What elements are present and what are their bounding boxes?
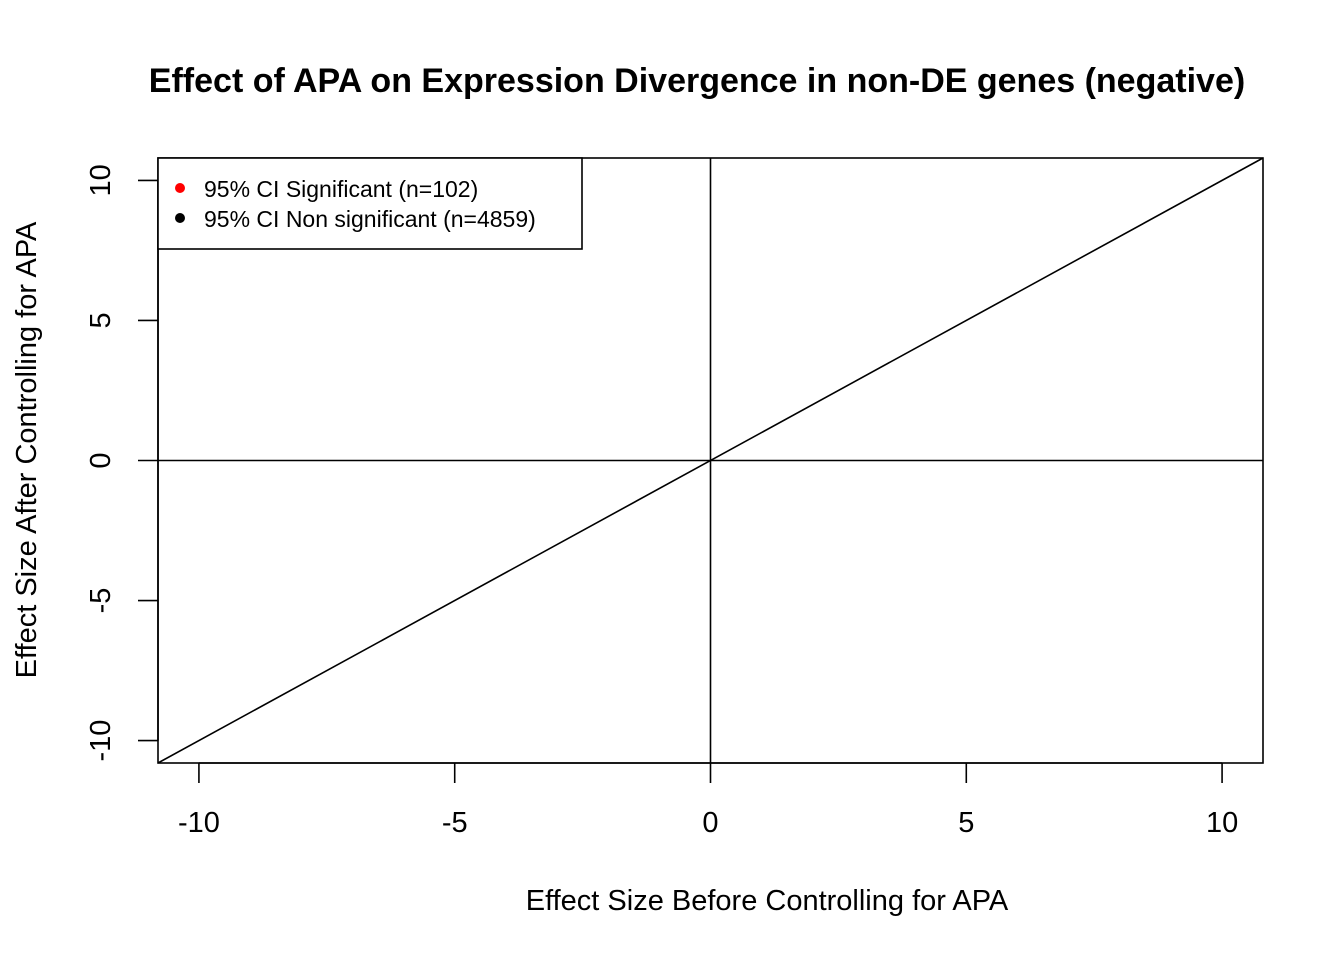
legend-label-non-significant: 95% CI Non significant (n=4859) bbox=[204, 206, 536, 232]
x-tick-label: -10 bbox=[178, 807, 220, 839]
x-tick-label: 5 bbox=[958, 807, 974, 839]
identity-diagonal-line bbox=[157, 157, 1264, 764]
y-tick-label: 0 bbox=[85, 452, 117, 468]
y-axis-label: Effect Size After Controlling for APA bbox=[11, 221, 43, 678]
legend-box bbox=[157, 157, 583, 250]
x-tick-label: 0 bbox=[702, 807, 718, 839]
legend-label-significant: 95% CI Significant (n=102) bbox=[204, 176, 478, 202]
x-axis-label: Effect Size Before Controlling for APA bbox=[526, 885, 1009, 917]
x-tick-label: -5 bbox=[442, 807, 468, 839]
legend-marker-non-significant bbox=[175, 213, 185, 223]
legend: 95% CI Significant (n=102) 95% CI Non si… bbox=[157, 157, 583, 250]
y-tick-label: -5 bbox=[85, 588, 117, 614]
y-tick-label: 10 bbox=[85, 164, 117, 196]
y-tick-label: -10 bbox=[85, 720, 117, 762]
x-tick-label: 10 bbox=[1206, 807, 1238, 839]
y-tick-label: 5 bbox=[85, 312, 117, 328]
reference-lines bbox=[157, 157, 1264, 764]
x-axis: -10 -5 0 5 10 bbox=[178, 762, 1238, 839]
legend-marker-significant bbox=[175, 183, 185, 193]
chart-title: Effect of APA on Expression Divergence i… bbox=[149, 62, 1245, 100]
y-axis: -10 -5 0 5 10 bbox=[85, 164, 159, 762]
